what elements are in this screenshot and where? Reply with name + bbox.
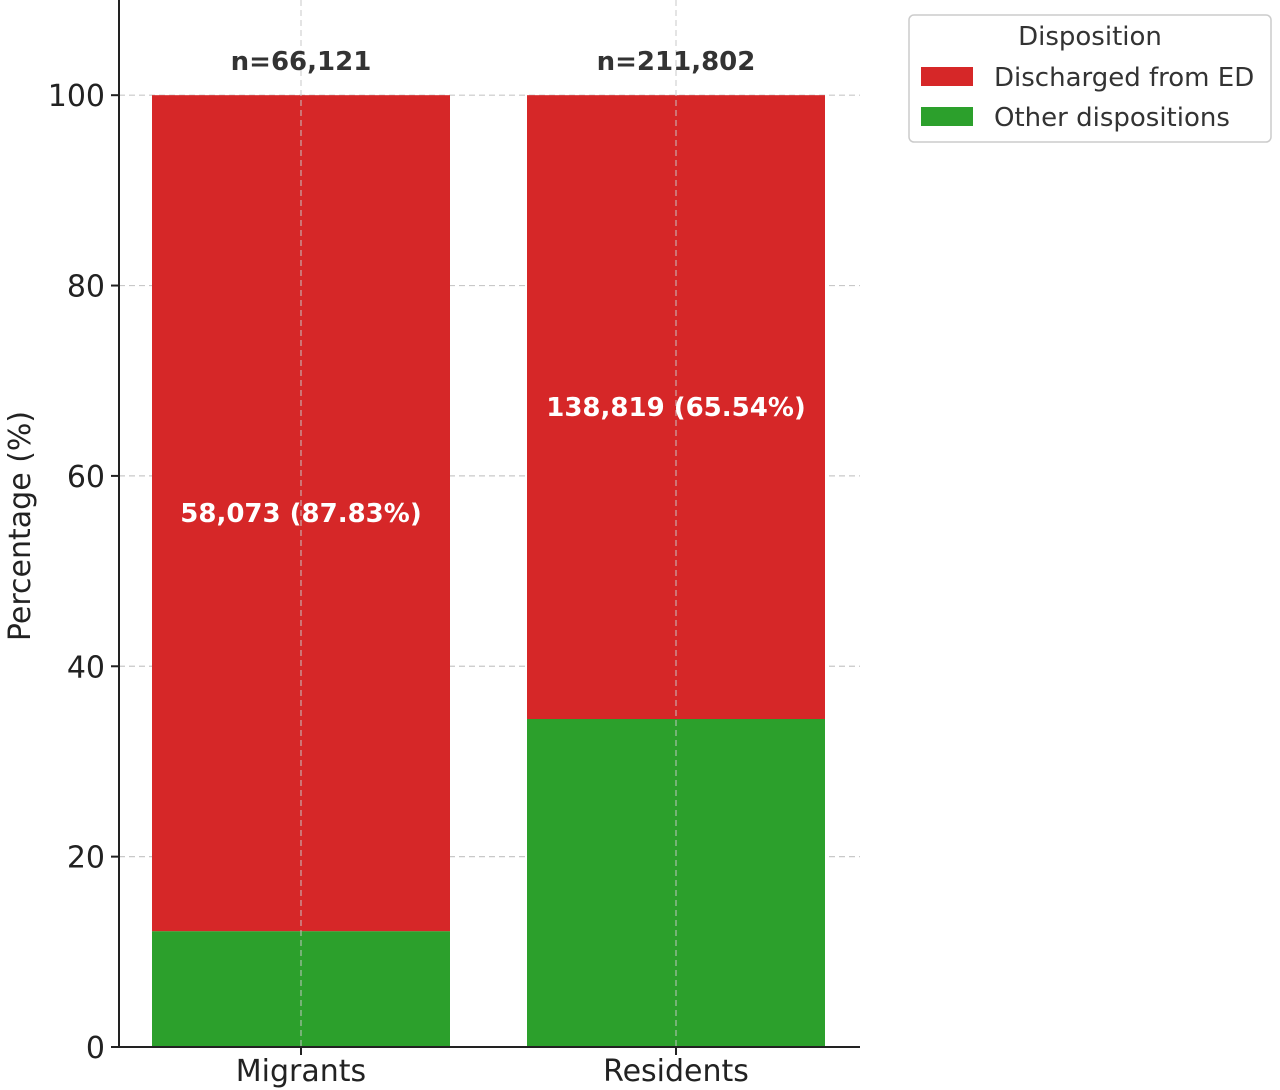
bar-total-label: n=211,802	[597, 47, 756, 77]
legend-title: Disposition	[1018, 22, 1162, 52]
legend-entry-label: Discharged from ED	[994, 63, 1254, 93]
x-tick-label: Migrants	[236, 1054, 366, 1089]
y-tick-label: 20	[67, 841, 105, 876]
y-tick-label: 60	[67, 460, 105, 495]
bar-value-label: 58,073 (87.83%)	[180, 499, 421, 529]
y-tick-label: 40	[67, 650, 105, 685]
axes: 0 20 40 60 80 100 Migrants Residents	[48, 0, 860, 1089]
bar-total-label: n=66,121	[231, 47, 372, 77]
y-tick-label: 80	[67, 270, 105, 305]
vertical-gridlines	[300, 0, 677, 1047]
bar-migrants-other-dispositions	[152, 931, 450, 1047]
y-axis-title: Percentage (%)	[3, 411, 38, 641]
bars	[152, 95, 825, 1047]
legend-swatch	[921, 107, 973, 126]
legend-entry-label: Other dispositions	[994, 103, 1230, 133]
legend-entries: Discharged from ED Other dispositions	[921, 63, 1254, 133]
y-tick-label: 0	[86, 1031, 105, 1066]
legend[interactable]: Disposition Discharged from ED Other disp…	[908, 14, 1272, 143]
y-tick-label: 100	[48, 79, 105, 114]
x-tick-label: Residents	[603, 1054, 749, 1089]
bar-value-label: 138,819 (65.54%)	[546, 393, 806, 423]
data-labels: 58,073 (87.83%) n=66,121 138,819 (65.54%) n…	[180, 47, 805, 529]
legend-frame	[908, 14, 1272, 143]
legend-swatch	[921, 67, 973, 86]
